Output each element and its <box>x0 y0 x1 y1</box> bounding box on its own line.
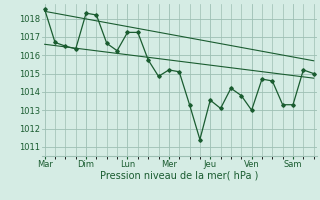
X-axis label: Pression niveau de la mer( hPa ): Pression niveau de la mer( hPa ) <box>100 171 258 181</box>
